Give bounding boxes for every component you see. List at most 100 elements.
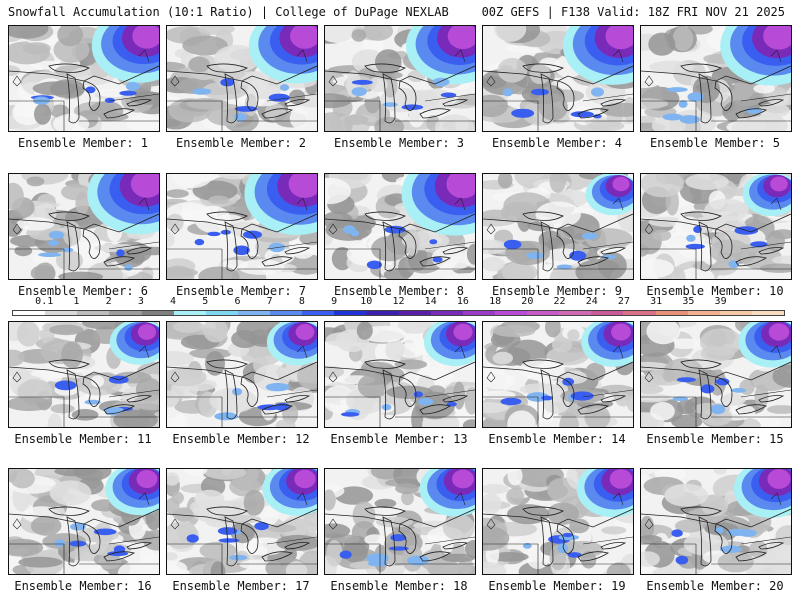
colorbar-tick-label: 12 xyxy=(392,296,405,307)
snowfall-map xyxy=(483,322,633,427)
snowfall-map xyxy=(325,26,475,131)
ensemble-panel-4 xyxy=(482,25,634,132)
snowfall-map xyxy=(325,174,475,279)
colorbar-segment xyxy=(237,311,270,315)
colorbar-tick-label: 14 xyxy=(424,296,437,307)
ensemble-panel-17 xyxy=(166,468,318,575)
ensemble-caption: Ensemble Member: 12 xyxy=(172,432,310,446)
colorbar-segment xyxy=(687,311,720,315)
ensemble-caption: Ensemble Member: 14 xyxy=(488,432,626,446)
ensemble-panel-9 xyxy=(482,173,634,280)
colorbar-tick-label: 6 xyxy=(234,296,241,307)
colorbar-segment xyxy=(623,311,656,315)
snowfall-map xyxy=(9,26,159,131)
ensemble-panel-12 xyxy=(166,321,318,428)
ensemble-caption: Ensemble Member: 7 xyxy=(175,284,307,298)
colorbar-segment xyxy=(751,311,784,315)
colorbar-segment xyxy=(655,311,688,315)
ensemble-caption: Ensemble Member: 10 xyxy=(646,284,784,298)
colorbar-segment xyxy=(205,311,238,315)
ensemble-panel-15 xyxy=(640,321,792,428)
ensemble-panel-18 xyxy=(324,468,476,575)
colorbar-segment xyxy=(77,311,110,315)
colorbar-segment xyxy=(559,311,592,315)
snowfall-map xyxy=(9,174,159,279)
colorbar xyxy=(12,310,785,316)
colorbar-tick-label: 5 xyxy=(202,296,209,307)
colorbar-tick-label: 18 xyxy=(489,296,502,307)
header: Snowfall Accumulation (10:1 Ratio) | Col… xyxy=(0,0,800,22)
colorbar-segment xyxy=(462,311,495,315)
colorbar-segment xyxy=(398,311,431,315)
ensemble-caption: Ensemble Member: 2 xyxy=(175,136,307,150)
ensemble-caption: Ensemble Member: 3 xyxy=(333,136,465,150)
snowfall-map xyxy=(167,174,317,279)
ensemble-caption: Ensemble Member: 18 xyxy=(330,579,468,593)
snowfall-map xyxy=(9,322,159,427)
snowfall-map xyxy=(325,322,475,427)
ensemble-caption: Ensemble Member: 8 xyxy=(333,284,465,298)
colorbar-tick-label: 24 xyxy=(585,296,598,307)
ensemble-panel-16 xyxy=(8,468,160,575)
ensemble-caption: Ensemble Member: 4 xyxy=(491,136,623,150)
colorbar-segment xyxy=(270,311,303,315)
colorbar-segment xyxy=(591,311,624,315)
snowfall-map xyxy=(641,174,791,279)
ensemble-panel-13 xyxy=(324,321,476,428)
colorbar-tick-label: 35 xyxy=(682,296,695,307)
ensemble-panel-1 xyxy=(8,25,160,132)
colorbar-segment xyxy=(141,311,174,315)
ensemble-caption: Ensemble Member: 17 xyxy=(172,579,310,593)
colorbar-segment xyxy=(109,311,142,315)
ensemble-caption: Ensemble Member: 13 xyxy=(330,432,468,446)
colorbar-segment xyxy=(173,311,206,315)
colorbar-tick-label: 20 xyxy=(521,296,534,307)
ensemble-panel-19 xyxy=(482,468,634,575)
colorbar-tick-label: 10 xyxy=(360,296,373,307)
ensemble-caption: Ensemble Member: 15 xyxy=(646,432,784,446)
colorbar-tick-label: 4 xyxy=(170,296,177,307)
snowfall-map xyxy=(167,322,317,427)
snowfall-map xyxy=(483,469,633,574)
snowfall-map xyxy=(325,469,475,574)
ensemble-panel-6 xyxy=(8,173,160,280)
run-info: 00Z GEFS | F138 Valid: 18Z FRI NOV 21 20… xyxy=(481,5,785,19)
ensemble-panel-14 xyxy=(482,321,634,428)
colorbar-tick-label: 1 xyxy=(73,296,80,307)
colorbar-tick-label: 7 xyxy=(266,296,273,307)
ensemble-caption: Ensemble Member: 9 xyxy=(491,284,623,298)
colorbar-tick-label: 27 xyxy=(617,296,630,307)
snowfall-map xyxy=(483,26,633,131)
colorbar-segment xyxy=(366,311,399,315)
snowfall-map xyxy=(167,26,317,131)
snowfall-map xyxy=(483,174,633,279)
colorbar-segment xyxy=(719,311,752,315)
colorbar-segment xyxy=(13,311,46,315)
snowfall-map xyxy=(641,322,791,427)
snowfall-map xyxy=(641,469,791,574)
ensemble-panel-3 xyxy=(324,25,476,132)
ensemble-panel-7 xyxy=(166,173,318,280)
colorbar-segment xyxy=(45,311,78,315)
colorbar-tick-label: 22 xyxy=(553,296,566,307)
colorbar-segment xyxy=(430,311,463,315)
ensemble-panel-5 xyxy=(640,25,792,132)
map-title: Snowfall Accumulation (10:1 Ratio) | Col… xyxy=(8,5,449,19)
colorbar-tick-label: 0.1 xyxy=(35,296,54,307)
ensemble-caption: Ensemble Member: 16 xyxy=(14,579,152,593)
ensemble-panel-11 xyxy=(8,321,160,428)
colorbar-tick-label: 2 xyxy=(105,296,112,307)
colorbar-tick-label: 39 xyxy=(714,296,727,307)
ensemble-panel-2 xyxy=(166,25,318,132)
colorbar-tick-label: 8 xyxy=(298,296,305,307)
colorbar-segment xyxy=(302,311,335,315)
colorbar-ticks: 0.1 1 2 3 4 5 6 7 8 9 10 12 14 16 18 20 22 24 27 31 35 39 xyxy=(12,296,785,310)
colorbar-segment xyxy=(494,311,527,315)
colorbar-tick-label: 3 xyxy=(137,296,144,307)
ensemble-caption: Ensemble Member: 11 xyxy=(14,432,152,446)
snowfall-map xyxy=(9,469,159,574)
ensemble-caption: Ensemble Member: 1 xyxy=(17,136,149,150)
colorbar-segment xyxy=(527,311,560,315)
colorbar-tick-label: 16 xyxy=(456,296,469,307)
snowfall-map xyxy=(641,26,791,131)
